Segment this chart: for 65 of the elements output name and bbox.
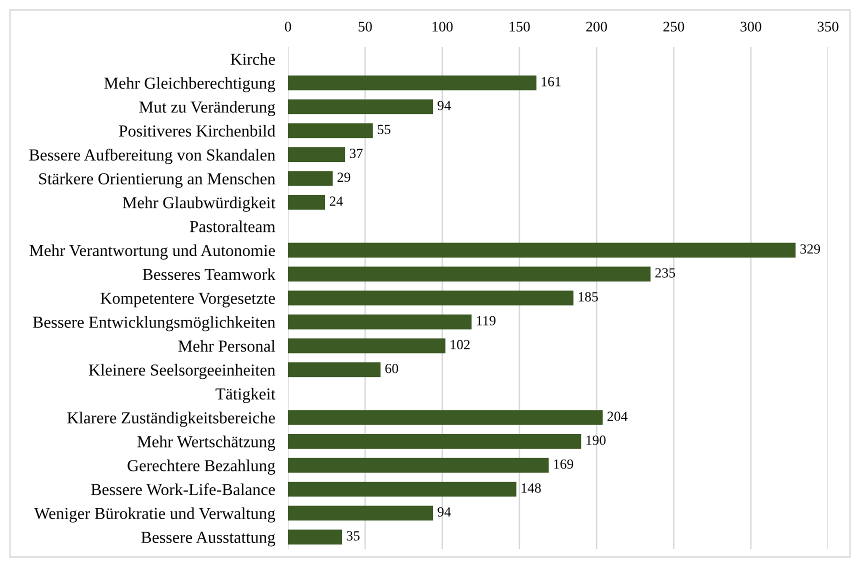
x-tick-label: 300 [740,22,762,32]
data-label: 204 [608,412,628,421]
bar [288,338,446,354]
data-label: 94 [438,100,451,110]
x-tick-label: 150 [510,22,530,32]
y-tick-label: Bessere Work-Life-Balance [91,483,275,496]
x-tick-label: 100 [432,22,453,32]
data-label: 185 [578,292,598,302]
y-tick-label: Kirche [230,53,275,65]
bar [288,506,434,521]
bar [288,314,472,330]
data-label: 29 [338,172,350,182]
data-label: 102 [450,340,470,350]
data-label: 119 [476,316,496,326]
bar [288,290,574,306]
y-tick-label: Mehr Glaubwürdigkeit [122,196,276,212]
bar [288,242,796,258]
bar [288,530,342,544]
y-tick-label: Stärkere Orientierung an Menschen [39,172,276,188]
bar [288,482,516,497]
data-label: 148 [522,483,541,493]
bar [288,362,381,378]
data-label: 169 [554,459,574,469]
y-tick-label: Mehr Verantwortung und Autonomie [30,244,275,260]
y-tick-label: Mehr Gleichberechtigung [104,77,276,92]
data-label: 24 [330,196,343,206]
x-tick-label: 0 [284,22,292,32]
x-tick-label: 250 [663,22,684,32]
bar [288,75,536,90]
data-label: 94 [438,507,451,517]
y-tick-label: Pastoralteam [190,220,276,232]
bar [288,410,603,425]
x-tick-label: 50 [358,22,372,32]
bar [288,99,434,114]
y-tick-label: Gerechtere Bezahlung [128,460,276,475]
y-tick-label: Positiveres Kirchenbild [119,124,276,137]
x-tick-label: 200 [586,22,607,32]
y-tick-label: Klarere Zuständigkeitsbereiche [67,412,275,427]
bar [288,458,549,473]
y-tick-label: Bessere Entwicklungsmöglichkeiten [32,316,276,332]
data-label: 60 [385,364,398,374]
y-tick-label: Tätigkeit [216,388,276,403]
data-label: 55 [378,124,390,134]
bar [288,171,333,186]
data-label: 329 [800,244,820,254]
y-tick-label: Kleinere Seelsorgeeinheiten [88,364,276,380]
data-label: 35 [346,531,360,541]
y-tick-label: Mehr Wertschätzung [137,436,276,451]
y-tick-label: Weniger Bürokratie und Verwaltung [34,507,276,523]
y-tick-label: Bessere Ausstattung [141,532,276,546]
data-label: 161 [542,77,561,86]
x-tick-label: 350 [818,22,838,32]
bar [288,123,373,138]
bar [288,266,651,282]
y-tick-label: Mut zu Veränderung [139,100,276,116]
data-label: 37 [350,148,363,158]
data-label: 190 [586,436,606,445]
bar [288,147,346,162]
bar [288,434,582,449]
y-tick-label: Kompetentere Vorgesetzte [100,292,275,308]
y-tick-label: Mehr Personal [178,340,276,352]
data-label: 235 [655,268,676,278]
bar [288,194,326,210]
y-tick-label: Bessere Aufbereitung von Skandalen [29,148,276,164]
y-tick-label: Besseres Teamwork [142,268,276,280]
